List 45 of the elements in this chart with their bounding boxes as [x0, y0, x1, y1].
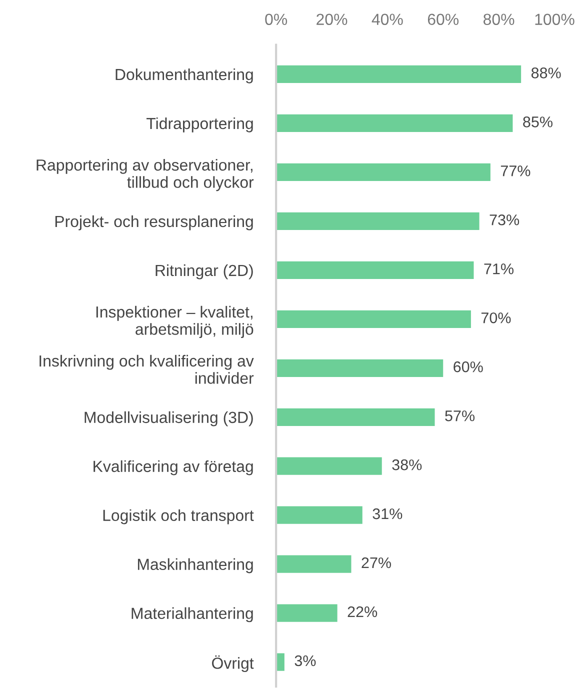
y-tick-label: Maskinhantering: [138, 558, 253, 574]
data-label: 85%: [523, 116, 552, 128]
bar: [276, 65, 522, 84]
y-tick-label: Dokumenthantering: [116, 68, 253, 84]
bar: [276, 408, 435, 426]
data-label: 88%: [531, 68, 561, 78]
bar: [276, 212, 480, 230]
y-tick-label: Logistik och transport: [103, 509, 254, 524]
y-tick-label: Modellvisualisering (3D): [84, 411, 253, 426]
y-tick-label: Ritningar (2D): [156, 264, 253, 280]
x-tick-label: 60%: [428, 14, 459, 26]
data-label: 38%: [392, 459, 422, 470]
y-tick-label: Inspektioner – kvalitet, arbetsmiljö, miljö: [96, 306, 254, 338]
bar: [276, 457, 382, 475]
x-tick-label: 0%: [265, 14, 288, 26]
bar: [276, 310, 471, 328]
x-tick-label: 40%: [372, 14, 403, 26]
bar: [276, 163, 490, 182]
data-label: 27%: [362, 557, 392, 568]
data-label: 31%: [372, 508, 402, 520]
data-label: 73%: [490, 214, 520, 226]
x-tick-label: 80%: [484, 14, 514, 26]
bar: [276, 653, 284, 671]
data-label: 70%: [481, 312, 511, 324]
y-tick-label: Övrigt: [212, 655, 254, 672]
bar: [276, 114, 513, 132]
data-label: 3%: [294, 655, 316, 666]
y-tick-label: Tidrapportering: [146, 117, 253, 132]
bar: [276, 604, 338, 622]
y-tick-label: Projekt- och resursplanering: [55, 215, 253, 230]
y-tick-label: Inskrivning och kvalificering av individer: [40, 354, 254, 384]
bar: [276, 359, 444, 377]
data-label: 22%: [348, 606, 378, 618]
data-label: 77%: [500, 166, 530, 176]
x-tick-label: 100%: [535, 14, 574, 26]
data-label: 57%: [445, 410, 475, 422]
y-tick-label: Materialhantering: [132, 607, 253, 622]
y-tick-label: Kvalificering av företag: [94, 460, 253, 476]
x-tick-label: 20%: [316, 14, 348, 26]
bar: [276, 506, 362, 524]
bar: [276, 555, 352, 573]
data-label: 60%: [454, 361, 483, 372]
y-tick-label: Rapportering av observationer, tillbud och olyckor: [36, 158, 254, 192]
data-label: 71%: [484, 264, 514, 274]
bar: [276, 261, 474, 279]
